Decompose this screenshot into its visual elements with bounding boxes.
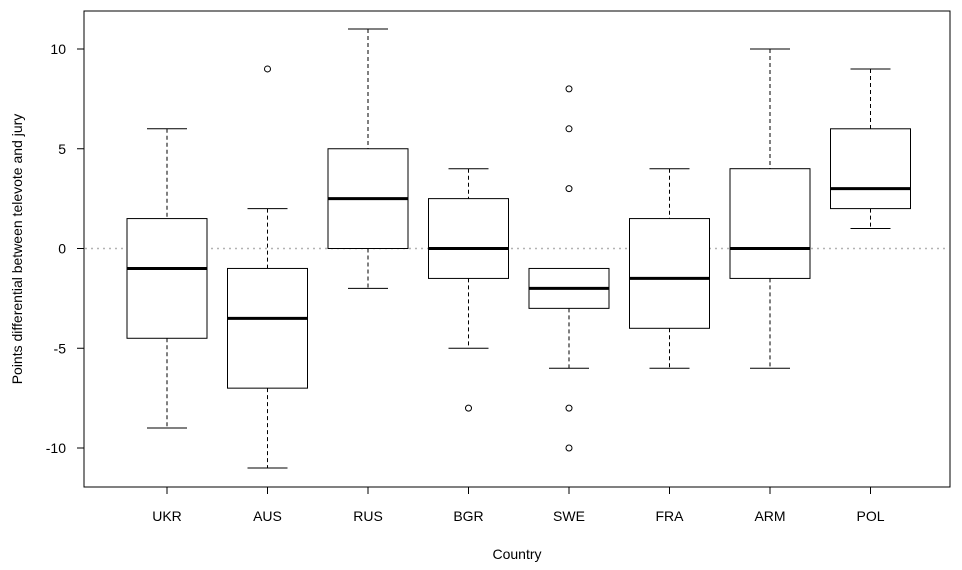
box-rus: [327, 28, 409, 289]
x-tick-label: SWE: [553, 508, 585, 524]
outlier-point: [565, 404, 573, 412]
y-axis: -10 -5 0 5 10: [46, 41, 85, 456]
x-axis: UKR AUS RUS BGR SWE FRA ARM POL: [152, 486, 885, 524]
iqr-box: [830, 128, 911, 210]
x-tick-label: FRA: [656, 508, 685, 524]
x-tick-label: ARM: [754, 508, 785, 524]
y-axis-label: Points differential between televote and…: [9, 114, 25, 385]
boxes: [126, 28, 911, 469]
outlier-point: [264, 65, 271, 73]
box-bgr: [428, 168, 509, 412]
box-pol: [830, 68, 911, 230]
iqr-box: [428, 198, 509, 279]
x-tick-label: POL: [856, 508, 884, 524]
y-tick-label: 5: [58, 141, 66, 157]
iqr-box: [629, 218, 710, 329]
x-axis-label: Country: [492, 546, 541, 562]
iqr-box: [729, 168, 811, 279]
iqr-box: [126, 218, 208, 339]
box-arm: [729, 48, 811, 369]
x-tick-label: UKR: [152, 508, 182, 524]
x-tick-label: RUS: [353, 508, 383, 524]
box-swe: [528, 85, 610, 452]
iqr-box: [227, 267, 308, 389]
outlier-point: [565, 125, 573, 133]
outlier-point: [465, 404, 472, 412]
outlier-point: [565, 444, 573, 452]
outlier-point: [565, 85, 573, 93]
outlier-point: [565, 185, 573, 193]
box-ukr: [126, 128, 208, 429]
y-tick-label: -5: [54, 340, 67, 356]
x-tick-label: AUS: [253, 508, 282, 524]
y-tick-label: 0: [58, 241, 66, 257]
box-aus: [227, 65, 308, 469]
x-tick-label: BGR: [453, 508, 483, 524]
y-tick-label: -10: [46, 440, 66, 456]
box-fra: [629, 168, 710, 369]
y-tick-label: 10: [50, 41, 66, 57]
